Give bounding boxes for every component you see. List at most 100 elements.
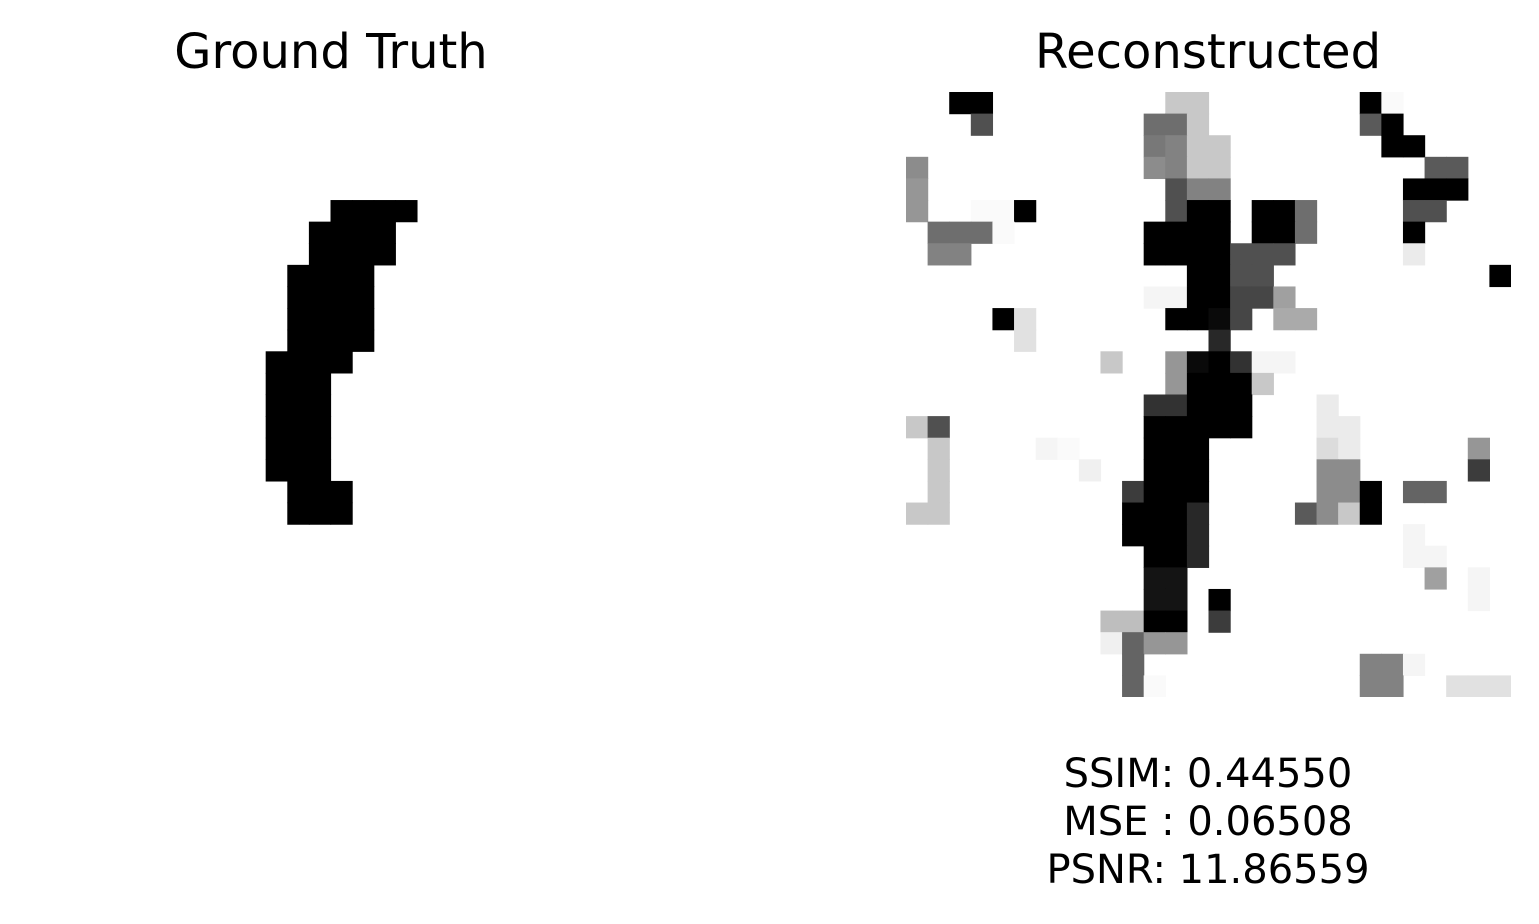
reconstructed-pixel	[1338, 416, 1361, 439]
ground-truth-pixel	[308, 221, 332, 244]
reconstructed-pixel	[1359, 113, 1382, 136]
ground-truth-pixel	[352, 286, 375, 309]
reconstructed-pixel	[1186, 243, 1210, 266]
reconstructed-pixel	[1122, 502, 1145, 525]
reconstructed-pixel	[1467, 588, 1490, 612]
ground-truth-pixel	[287, 394, 310, 417]
reconstructed-pixel	[1186, 545, 1210, 568]
reconstructed-pixel	[1186, 92, 1210, 115]
ground-truth-pixel	[395, 200, 418, 223]
reconstructed-pixel	[1165, 394, 1188, 417]
ground-truth-pixel	[352, 329, 375, 352]
ground-truth-pixel	[308, 480, 332, 504]
reconstructed-pixel	[992, 200, 1015, 223]
ground-truth-pixel	[265, 394, 288, 417]
reconstructed-pixel	[906, 178, 929, 201]
ground-truth-pixel	[330, 200, 353, 223]
reconstructed-pixel	[1316, 394, 1339, 417]
reconstructed-pixel	[1359, 92, 1382, 115]
reconstructed-pixel	[1424, 480, 1447, 504]
reconstructed-pixel	[1100, 610, 1123, 633]
reconstructed-pixel	[1208, 588, 1231, 612]
reconstructed-pixel	[1338, 459, 1361, 482]
reconstructed-pixel	[1294, 502, 1318, 525]
reconstructed-pixel	[906, 502, 929, 525]
ground-truth-pixel	[265, 437, 288, 460]
reconstructed-pixel	[1165, 372, 1188, 396]
reconstructed-image	[906, 92, 1511, 697]
reconstructed-pixel	[1208, 286, 1231, 309]
reconstructed-pixel	[927, 221, 950, 244]
reconstructed-pixel	[906, 200, 929, 223]
ground-truth-pixel	[308, 372, 332, 396]
reconstructed-pixel	[1316, 459, 1339, 482]
reconstructed-pixel	[1143, 416, 1166, 439]
ground-truth-pixel	[265, 416, 288, 439]
reconstructed-pixel	[1251, 351, 1274, 374]
reconstructed-pixel	[1230, 372, 1253, 396]
ground-truth-pixel	[287, 480, 310, 504]
ground-truth-pixel	[330, 264, 353, 288]
reconstructed-pixel	[1402, 221, 1426, 244]
reconstructed-pixel	[906, 416, 929, 439]
reconstructed-pixel	[1230, 351, 1253, 374]
reconstructed-pixel	[1316, 480, 1339, 504]
reconstructed-pixel	[1208, 178, 1231, 201]
reconstructed-pixel	[1186, 394, 1210, 417]
reconstructed-pixel	[1208, 610, 1231, 633]
ground-truth-pixel	[330, 502, 353, 525]
reconstructed-pixel	[1381, 113, 1404, 136]
ground-truth-pixel	[287, 437, 310, 460]
reconstructed-pixel	[1208, 308, 1231, 331]
reconstructed-pixel	[1143, 502, 1166, 525]
reconstructed-pixel	[1057, 437, 1080, 460]
reconstructed-pixel	[1186, 524, 1210, 547]
reconstructed-pixel	[1338, 502, 1361, 525]
reconstructed-pixel	[1186, 178, 1210, 201]
ground-truth-pixel	[308, 459, 332, 482]
reconstructed-pixel	[1122, 675, 1145, 697]
reconstructed-pixel	[1359, 502, 1382, 525]
reconstructed-pixel	[1186, 135, 1210, 158]
ground-truth-pixel	[330, 329, 353, 352]
reconstructed-pixel	[1467, 459, 1490, 482]
mse-metric: MSE : 0.06508	[1063, 799, 1353, 845]
reconstructed-pixel	[1186, 113, 1210, 136]
reconstructed-pixel	[1273, 308, 1296, 331]
reconstructed-pixel	[1251, 221, 1274, 244]
reconstructed-pixel	[1165, 416, 1188, 439]
reconstructed-pixel	[1186, 351, 1210, 374]
reconstructed-pixel	[949, 243, 972, 266]
reconstructed-pixel	[1165, 92, 1188, 115]
reconstructed-pixel	[1230, 308, 1253, 331]
reconstructed-pixel	[1165, 135, 1188, 158]
reconstructed-pixel	[1143, 480, 1166, 504]
reconstructed-pixel	[1186, 200, 1210, 223]
reconstructed-pixel	[906, 156, 929, 180]
reconstructed-title: Reconstructed	[1034, 24, 1382, 80]
reconstructed-pixel	[1273, 286, 1296, 309]
reconstructed-pixel	[1381, 675, 1404, 697]
reconstructed-pixel	[1165, 480, 1188, 504]
reconstructed-pixel	[1143, 588, 1166, 612]
reconstructed-pixel	[1446, 178, 1469, 201]
ground-truth-pixel	[308, 308, 332, 331]
ground-truth-pixel	[265, 372, 288, 396]
reconstructed-pixel	[927, 416, 950, 439]
reconstructed-pixel	[1208, 372, 1231, 396]
reconstructed-pixel	[1230, 243, 1253, 266]
reconstructed-pixel	[1165, 178, 1188, 201]
ground-truth-pixel	[265, 459, 288, 482]
reconstructed-pixel	[1014, 329, 1037, 352]
reconstructed-pixel	[1359, 675, 1382, 697]
reconstructed-pixel	[1100, 632, 1123, 655]
ground-truth-pixel	[308, 437, 332, 460]
reconstructed-pixel	[1165, 632, 1188, 655]
reconstructed-pixel	[1186, 416, 1210, 439]
reconstructed-pixel	[1122, 653, 1145, 676]
ground-truth-pixel	[308, 394, 332, 417]
reconstructed-pixel	[1122, 480, 1145, 504]
reconstructed-pixel	[1143, 632, 1166, 655]
reconstructed-pixel	[1208, 156, 1231, 180]
reconstructed-pixel	[1230, 394, 1253, 417]
